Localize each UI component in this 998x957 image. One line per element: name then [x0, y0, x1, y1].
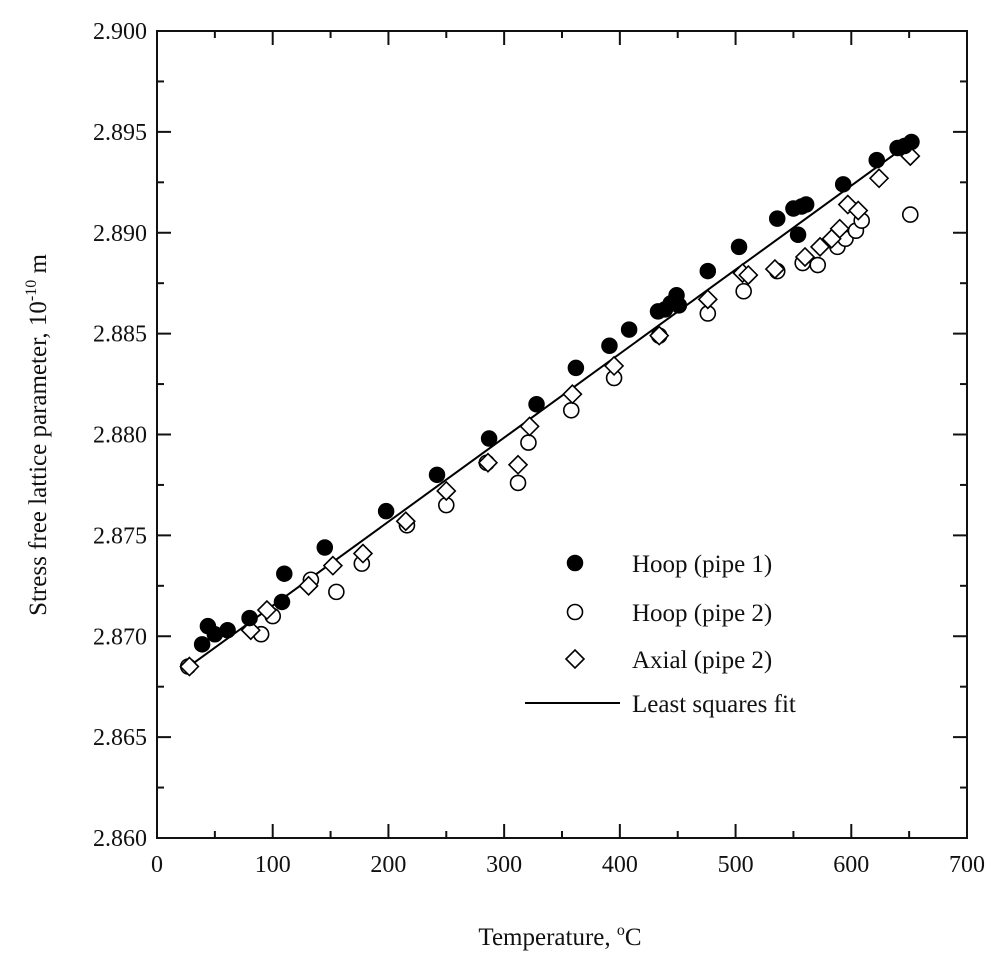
axial-pipe2-point — [519, 416, 540, 437]
hoop-pipe2-point — [901, 206, 919, 223]
hoop-pipe1-point — [273, 593, 291, 611]
axial-pipe2-point — [697, 289, 718, 310]
axial-pipe2-point — [352, 543, 374, 564]
x-axis-title-unit: C — [625, 924, 642, 951]
legend-marker-hoop-pipe2 — [566, 603, 584, 621]
y-axis-title-sup: -10 — [23, 280, 40, 301]
data-points-layer — [179, 133, 921, 677]
axial-pipe2-point — [436, 480, 457, 502]
hoop-pipe1-point — [834, 176, 852, 193]
x-axis-title: Temperature, oC — [478, 922, 641, 951]
x-tick-label: 500 — [718, 852, 754, 878]
axial-pipe2-point — [868, 168, 890, 189]
axial-pipe2-point — [738, 264, 759, 286]
axial-pipe2-point — [848, 200, 869, 221]
axial-pipe2-point — [562, 384, 583, 405]
axial-pipe2-point — [256, 599, 278, 621]
x-tick-label: 400 — [602, 852, 638, 878]
axial-pipe2-point — [395, 511, 416, 532]
axial-pipe2-point — [829, 218, 850, 239]
hoop-pipe1-point — [601, 337, 618, 354]
x-axis-title-main: Temperature, — [478, 924, 616, 951]
x-tick-label: 100 — [255, 852, 291, 878]
hoop-pipe2-point — [509, 474, 527, 492]
y-tick-label: 2.875 — [93, 523, 147, 549]
y-tick-label: 2.860 — [93, 826, 147, 852]
y-tick-label: 2.865 — [93, 725, 147, 751]
axial-pipe2-point — [809, 236, 831, 258]
axial-pipe2-point — [240, 620, 261, 641]
hoop-pipe2-point — [735, 282, 752, 300]
x-tick-label: 0 — [151, 852, 163, 878]
x-tick-label: 700 — [949, 852, 985, 878]
legend-marker-hoop-pipe1 — [566, 554, 584, 572]
hoop-pipe1-point — [768, 210, 786, 227]
x-tick-label: 600 — [833, 852, 869, 878]
plot-frame — [156, 30, 968, 839]
hoop-pipe1-point — [316, 539, 334, 556]
y-tick-label: 2.870 — [93, 624, 147, 650]
hoop-pipe1-point — [567, 359, 585, 377]
axial-pipe2-point — [322, 555, 344, 576]
x-tick-label: 300 — [486, 852, 522, 878]
hoop-pipe1-point — [528, 395, 545, 413]
hoop-pipe1-point — [620, 321, 638, 338]
axial-pipe2-point — [298, 575, 319, 596]
legend: Hoop (pipe 1) Hoop (pipe 2) Axial (pipe 2)… — [525, 551, 796, 718]
axial-pipe2-point — [794, 246, 816, 268]
axial-pipe2-point — [179, 656, 200, 677]
legend-label: Least squares fit — [632, 691, 796, 718]
hoop-pipe2-point — [809, 256, 827, 274]
axial-pipe2-point — [603, 355, 625, 377]
y-axis: 2.860 2.865 2.870 2.875 2.880 2.885 2.890 2.895… — [93, 19, 967, 852]
axial-pipe2-point — [507, 454, 529, 475]
y-tick-label: 2.900 — [93, 19, 147, 45]
legend-label: Hoop (pipe 1) — [632, 551, 772, 578]
legend-marker-axial-pipe2 — [564, 648, 586, 670]
hoop-pipe1-point — [903, 133, 920, 151]
hoop-pipe1-point — [868, 151, 885, 169]
y-tick-label: 2.885 — [93, 322, 147, 348]
y-tick-label: 2.895 — [93, 120, 147, 146]
hoop-pipe1-point — [670, 297, 688, 314]
hoop-pipe2-point — [328, 583, 345, 601]
hoop-pipe1-point — [789, 226, 807, 244]
y-axis-title: Stress free lattice parameter, 10-10 m — [23, 254, 52, 616]
x-axis-title-sup: o — [617, 922, 625, 939]
hoop-pipe1-point — [241, 609, 258, 627]
hoop-pipe2-point — [562, 401, 580, 419]
y-tick-label: 2.880 — [93, 423, 147, 449]
axial-pipe2-point — [764, 258, 786, 280]
hoop-pipe1-point — [428, 466, 446, 484]
y-axis-title-main: Stress free lattice parameter, 10 — [25, 301, 52, 616]
hoop-pipe1-point — [377, 502, 395, 520]
hoop-pipe1-point — [219, 621, 236, 639]
plot-border — [156, 30, 968, 839]
axial-pipe2-point — [477, 452, 499, 473]
hoop-pipe1-point — [699, 262, 717, 280]
x-tick-label: 200 — [370, 852, 406, 878]
legend-label: Hoop (pipe 2) — [632, 600, 772, 627]
legend-label: Axial (pipe 2) — [632, 647, 772, 674]
x-axis: 0 100 200 300 400 500 600 700 — [151, 31, 985, 878]
hoop-pipe1-point — [480, 430, 498, 447]
hoop-pipe1-point — [730, 238, 748, 256]
hoop-pipe1-point — [797, 196, 815, 213]
y-axis-title-unit: m — [25, 254, 52, 280]
y-tick-label: 2.890 — [93, 221, 147, 247]
axial-pipe2-point — [649, 325, 670, 346]
hoop-pipe1-point — [276, 565, 293, 582]
hoop-pipe2-point — [520, 434, 537, 451]
hoop-pipe1-point — [193, 636, 211, 653]
